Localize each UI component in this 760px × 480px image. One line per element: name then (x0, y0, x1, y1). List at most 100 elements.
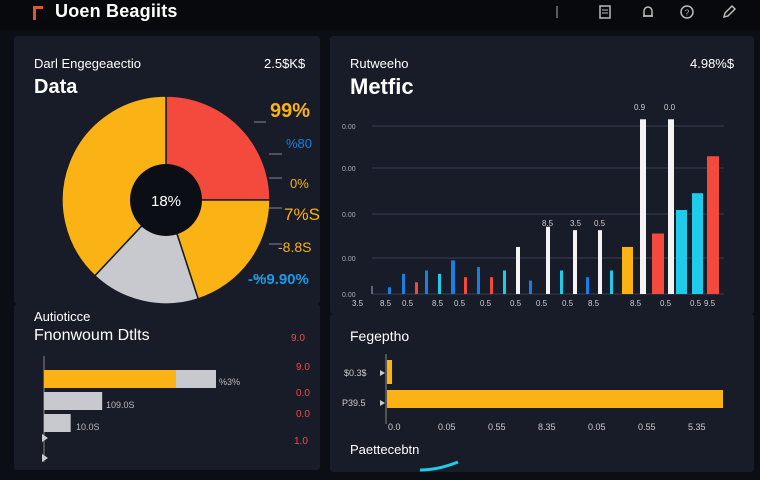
pie-subtitle: Darl Engegeaectio (34, 56, 141, 71)
bar-x-tick: 0.5 (480, 299, 492, 308)
hbar-x-tick: 0.0 (388, 422, 401, 432)
hbar-right-value: 1.0 (294, 436, 308, 447)
pie-center-label: 18% (151, 193, 181, 210)
pie-label: 0% (290, 176, 309, 191)
pie-chart: 18% 99% %80 0% 7%S -8.8S -%9.90% (61, 95, 320, 304)
hbar-left-chart: %3% 109.0S 10.0S 9.0 9.0 0.0 0.0 1.0 (42, 333, 310, 462)
bar-annotation: 0.0 (664, 103, 676, 112)
bar-x-tick: 0.5 (402, 299, 414, 308)
bar-x-tick: 0.5 (562, 299, 574, 308)
bar (438, 273, 441, 294)
hbar (44, 392, 103, 410)
bar (516, 246, 520, 294)
bar-annotation: 0.5 (594, 219, 606, 228)
bar (546, 226, 550, 294)
hbar-left-panel: Autioticce Fnonwoum Dtlts %3% 109.0S 10.… (14, 304, 320, 470)
hbar (44, 370, 176, 388)
bar (425, 270, 428, 294)
bar-x-tick: 3.5 (352, 299, 364, 308)
hbar (387, 360, 393, 384)
hbar-right-title: Fegeptho (350, 328, 410, 344)
bar (573, 230, 577, 294)
bar-y-tick: 0.00 (342, 212, 356, 219)
pie-top-value: 2.5$K$ (264, 56, 306, 71)
pie-panel: Darl Engegeaectio Data 2.5$K$ 18% 99% %8… (14, 36, 320, 304)
logo-icon (33, 6, 43, 20)
help-icon[interactable]: ? (678, 3, 696, 21)
pie-label: 99% (270, 100, 310, 122)
hbar (44, 414, 71, 432)
bar-subtitle: Rutweeho (350, 56, 409, 71)
hbar-label: %3% (219, 377, 240, 387)
bar-y-tick: 0.00 (342, 292, 356, 299)
pie-label: %80 (286, 136, 312, 151)
hbar-right-panel: Fegeptho $0.3$ P39.5 0.0 0.05 0.55 8.35 0.05… (330, 314, 754, 472)
pie-slice (165, 95, 271, 201)
bar-y-tick: 0.00 (342, 256, 356, 263)
hbar (176, 370, 216, 388)
bar (490, 277, 493, 294)
bar-x-tick: 0.5 (510, 299, 522, 308)
bar-y-tick: 0.00 (342, 166, 356, 173)
hbar-right-value: 9.0 (291, 333, 305, 344)
pie-center-hole (130, 164, 202, 236)
bar (598, 230, 602, 294)
bar (610, 270, 613, 294)
pie-title: Data (34, 76, 78, 98)
bar-annotation: 8.5 (542, 219, 554, 228)
hbar-x-tick: 8.35 (538, 422, 556, 432)
hbar-row-label: $0.3$ (344, 368, 367, 378)
pencil-icon[interactable] (720, 3, 738, 21)
hbar-x-tick: 0.55 (488, 422, 506, 432)
bar-annotation: 3.5 (570, 219, 582, 228)
bar (402, 273, 405, 294)
bar (652, 233, 664, 294)
bar (503, 270, 506, 294)
bar-panel: Rutweeho Metfic 4.98%$ 0.00 0.00 0.00 0.00 0… (330, 36, 754, 314)
pie-slice (61, 95, 167, 277)
bar-x-tick: 0.5 (454, 299, 466, 308)
bar (707, 156, 719, 294)
pie-label: -8.8S (278, 239, 311, 255)
hbar-label: 109.0S (106, 400, 135, 410)
bar-x-tick: 8.5 (588, 299, 600, 308)
bell-icon[interactable] (639, 3, 657, 21)
separator-icon (548, 3, 566, 21)
bar-x-tick: 0.5 (690, 299, 702, 308)
pie-label: -%9.90% (248, 271, 309, 288)
bar (388, 287, 391, 294)
bar-y-tick: 0.00 (342, 124, 356, 131)
bar (560, 270, 563, 294)
bar-top-value: 4.98%$ (690, 56, 735, 71)
bar (464, 277, 467, 294)
app-title: Uoen Beagiits (55, 1, 178, 21)
hbar-left-title: Fnonwoum Dtlts (34, 327, 150, 344)
top-bar: Uoen Beagiits ? (0, 0, 760, 30)
hbar (387, 390, 723, 408)
bar (451, 260, 455, 294)
hbar-x-tick: 0.05 (438, 422, 456, 432)
bar-title: Metfic (350, 74, 414, 99)
bar-x-tick: 8.5 (380, 299, 392, 308)
bar (477, 267, 480, 294)
hbar-label: 10.0S (76, 422, 100, 432)
hbar-right-footer: Paettecebtn (350, 442, 420, 457)
bar-x-tick: 8.5 (432, 299, 444, 308)
bar-x-tick: 0.5 (660, 299, 672, 308)
bar-chart: 0.00 0.00 0.00 0.00 0.00 3.5 8.5 0.5 8.5 0.5 0.5 0… (342, 103, 724, 308)
bar (529, 280, 532, 294)
bar (668, 119, 674, 294)
hbar-x-tick: 0.55 (638, 422, 656, 432)
hbar-left-subtitle: Autioticce (34, 309, 91, 324)
bar (586, 277, 589, 294)
hbar-x-tick: 5.35 (688, 422, 706, 432)
document-icon[interactable] (596, 3, 614, 21)
bar-x-tick: 8.5 (630, 299, 642, 308)
hbar-right-value: 0.0 (296, 388, 310, 399)
bar (676, 210, 687, 294)
cyan-accent-curve (419, 460, 459, 472)
bar (415, 282, 418, 294)
hbar-row-label: P39.5 (342, 398, 366, 408)
bar-x-tick: 9.5 (704, 299, 716, 308)
bar (692, 193, 703, 294)
